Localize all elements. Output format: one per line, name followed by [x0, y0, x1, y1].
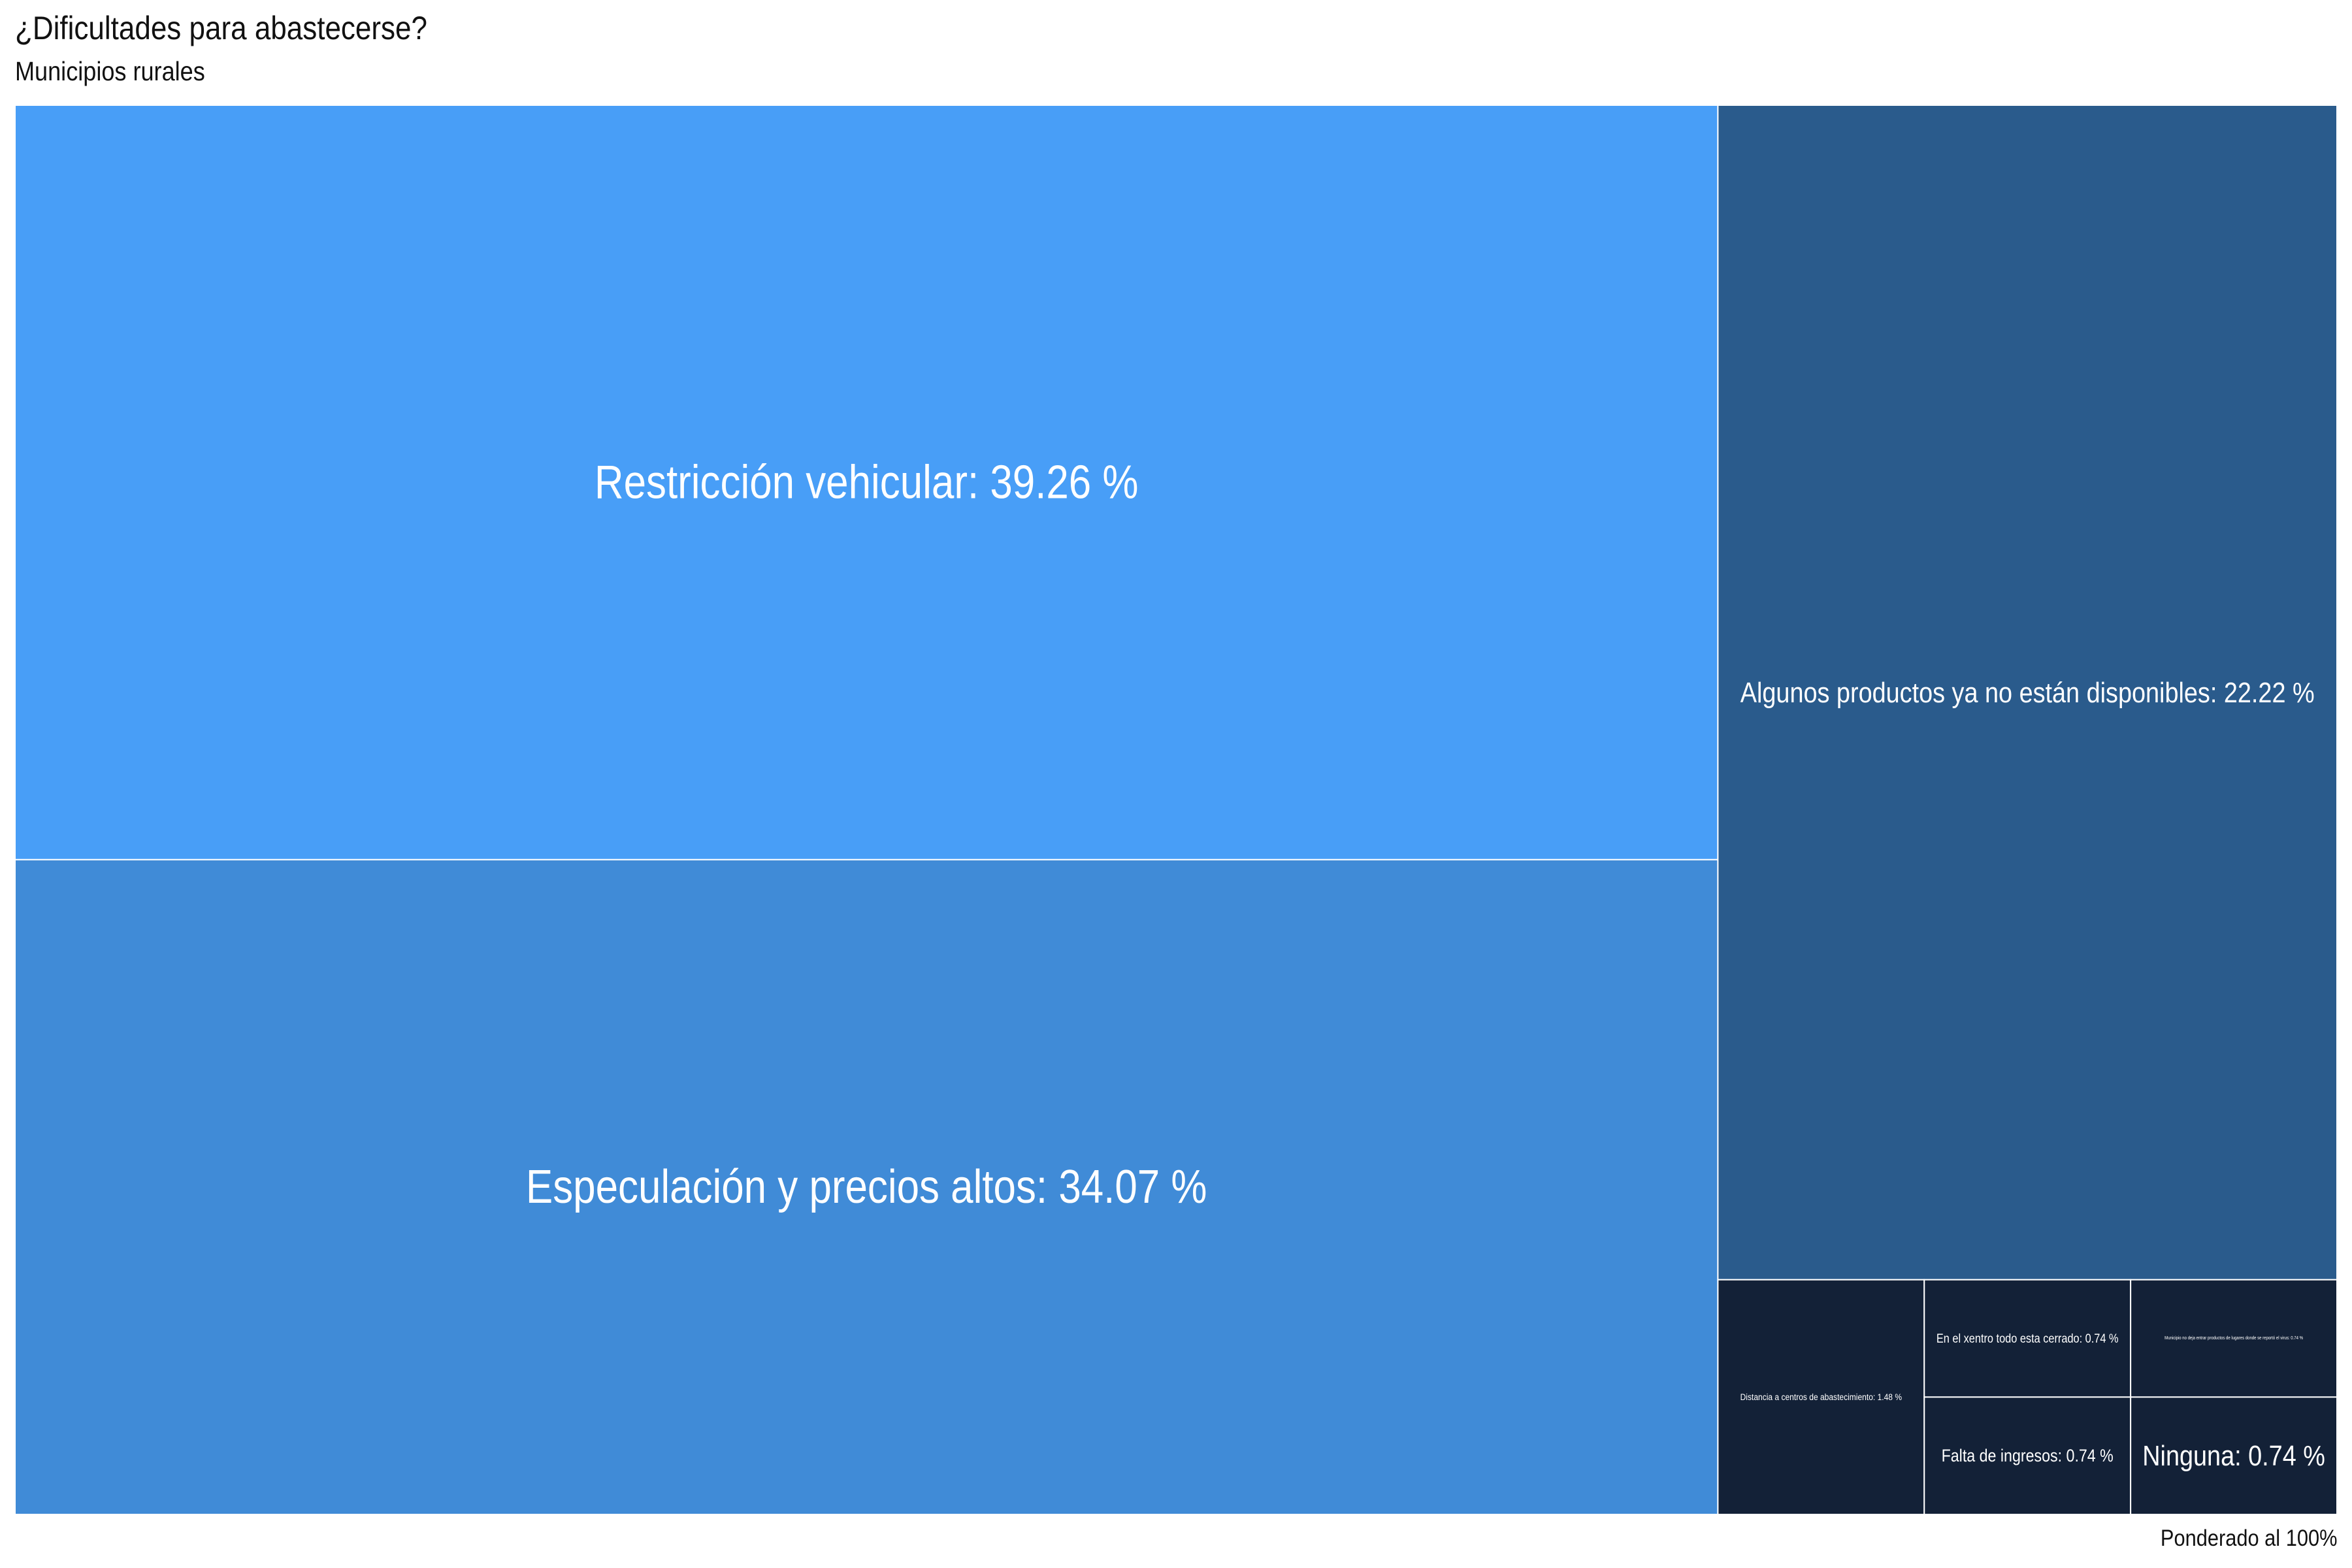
treemap-label-especulacion-y-precios-altos: Especulación y precios altos: 34.07 %: [526, 1161, 1207, 1213]
treemap-tile-municipio-no-deja-entrar-productos-de-lu: [2130, 1279, 2337, 1398]
treemap-tile-algunos-productos-ya-no-estan-disponible: [1717, 105, 2337, 1281]
treemap-label-restriccion-vehicular: Restricción vehicular: 39.26 %: [595, 456, 1139, 508]
chart-subtitle: Municipios rurales: [15, 56, 205, 86]
treemap-tile-restriccion-vehicular: [15, 105, 1719, 860]
treemap-tile-en-el-xentro-todo-esta-cerrado: [1923, 1279, 2132, 1398]
treemap-label-municipio-no-deja-entrar-productos-de-lu: Municipio no deja entrar productos de lu…: [2164, 1336, 2303, 1341]
chart-caption: Ponderado al 100%: [2160, 1526, 2337, 1551]
treemap-label-algunos-productos-ya-no-estan-disponible: Algunos productos ya no están disponible…: [1740, 676, 2315, 708]
treemap-label-distancia-a-centros-de-abastecimiento: Distancia a centros de abastecimiento: 1…: [1740, 1392, 1903, 1402]
treemap-label-en-el-xentro-todo-esta-cerrado: En el xentro todo esta cerrado: 0.74 %: [1936, 1331, 2119, 1345]
treemap-tile-distancia-a-centros-de-abastecimiento: [1717, 1279, 1925, 1514]
treemap-plot: Restricción vehicular: 39.26 % Especulaci…: [15, 105, 2337, 1514]
treemap-label-ninguna: Ninguna: 0.74 %: [2142, 1440, 2325, 1472]
treemap-tile-especulacion-y-precios-altos: [15, 858, 1719, 1514]
treemap-tile-ninguna: [2130, 1396, 2337, 1514]
treemap-svg: Restricción vehicular: 39.26 % Especulaci…: [15, 105, 2337, 1514]
treemap-label-falta-de-ingresos: Falta de ingresos: 0.74 %: [1942, 1446, 2114, 1465]
chart-title: ¿Dificultades para abastecerse?: [15, 10, 428, 46]
treemap-tile-falta-de-ingresos: [1923, 1396, 2132, 1514]
